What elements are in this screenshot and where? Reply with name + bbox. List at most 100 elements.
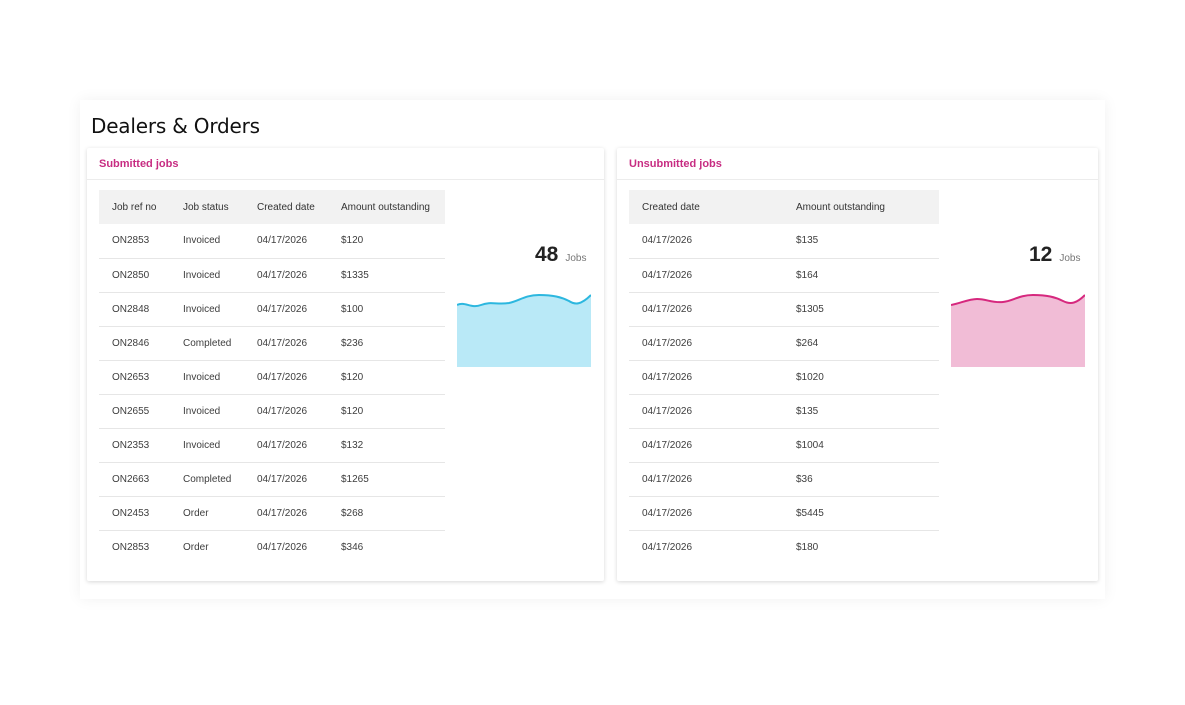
created-date-cell: 04/17/2026 <box>629 428 783 463</box>
amount-cell: $120 <box>328 360 445 395</box>
table-row[interactable]: ON2850 Invoiced 04/17/2026 $1335 <box>99 258 445 293</box>
amount-cell: $100 <box>328 292 445 327</box>
amount-cell: $132 <box>328 428 445 463</box>
column-header-job-status[interactable]: Job status <box>170 190 244 224</box>
submitted-count-value: 48 <box>535 243 559 266</box>
amount-cell: $236 <box>328 326 445 361</box>
table-row[interactable]: 04/17/2026 $180 <box>629 530 939 564</box>
submitted-jobs-heading: Submitted jobs <box>87 148 604 180</box>
created-date-cell: 04/17/2026 <box>642 541 693 553</box>
created-date-cell: 04/17/2026 <box>629 394 783 429</box>
job-ref-cell: ON2853 <box>112 541 150 553</box>
amount-cell: $36 <box>783 462 939 497</box>
column-header-created-date[interactable]: Created date <box>629 190 783 224</box>
amount-cell: $164 <box>783 258 939 293</box>
job-status-cell: Order <box>170 496 244 531</box>
job-ref-cell: ON2853 <box>99 224 170 259</box>
table-row[interactable]: ON2353 Invoiced 04/17/2026 $132 <box>99 428 445 463</box>
job-status-cell: Invoiced <box>170 428 244 463</box>
job-ref-cell: ON2846 <box>99 326 170 361</box>
submitted-count-unit: Jobs <box>565 253 587 264</box>
unsubmitted-jobs-card: Unsubmitted jobs Created date Amount out… <box>617 148 1098 581</box>
table-row[interactable]: 04/17/2026 $135 <box>629 224 939 259</box>
job-status-cell: Completed <box>170 462 244 497</box>
created-date-cell: 04/17/2026 <box>629 326 783 361</box>
unsubmitted-jobs-table: Created date Amount outstanding 04/17/20… <box>629 190 939 564</box>
submitted-jobs-card: Submitted jobs Job ref no Job status Cre… <box>87 148 604 581</box>
column-header-created-date[interactable]: Created date <box>244 190 328 224</box>
job-status-cell: Invoiced <box>170 360 244 395</box>
table-row[interactable]: ON2663 Completed 04/17/2026 $1265 <box>99 462 445 497</box>
created-date-cell: 04/17/2026 <box>629 360 783 395</box>
submitted-jobs-rows: ON2853 Invoiced 04/17/2026 $120 ON2850 Invoic… <box>99 224 445 564</box>
created-date-cell: 04/17/2026 <box>629 224 783 259</box>
submitted-sparkline-area <box>457 295 591 367</box>
unsubmitted-jobs-heading: Unsubmitted jobs <box>617 148 1098 180</box>
amount-cell: $264 <box>783 326 939 361</box>
created-date-cell: 04/17/2026 <box>629 258 783 293</box>
submitted-jobs-count: 48 Jobs <box>535 243 586 267</box>
table-row[interactable]: ON2853 Invoiced 04/17/2026 $120 <box>99 224 445 259</box>
amount-cell: $346 <box>341 541 364 553</box>
column-header-amount-outstanding[interactable]: Amount outstanding <box>328 190 445 224</box>
column-header-amount-outstanding[interactable]: Amount outstanding <box>783 190 939 224</box>
unsubmitted-sparkline-area <box>951 295 1085 367</box>
job-ref-cell: ON2850 <box>99 258 170 293</box>
page-title: Dealers & Orders <box>91 114 260 138</box>
amount-cell: $5445 <box>783 496 939 531</box>
table-row[interactable]: 04/17/2026 $36 <box>629 462 939 497</box>
job-status-cell: Invoiced <box>170 224 244 259</box>
job-status-cell: Invoiced <box>170 258 244 293</box>
amount-cell: $180 <box>796 541 819 553</box>
created-date-cell: 04/17/2026 <box>244 224 328 259</box>
table-row[interactable]: 04/17/2026 $5445 <box>629 496 939 531</box>
job-ref-cell: ON2848 <box>99 292 170 327</box>
amount-cell: $135 <box>783 394 939 429</box>
created-date-cell: 04/17/2026 <box>244 496 328 531</box>
amount-cell: $1004 <box>783 428 939 463</box>
submitted-jobs-table: Job ref no Job status Created date Amoun… <box>99 190 445 564</box>
created-date-cell: 04/17/2026 <box>244 292 328 327</box>
job-status-cell: Invoiced <box>170 292 244 327</box>
job-status-cell: Order <box>183 541 209 553</box>
table-row[interactable]: ON2453 Order 04/17/2026 $268 <box>99 496 445 531</box>
submitted-sparkline-line <box>457 293 591 308</box>
amount-cell: $135 <box>783 224 939 259</box>
table-row[interactable]: ON2653 Invoiced 04/17/2026 $120 <box>99 360 445 395</box>
created-date-cell: 04/17/2026 <box>244 326 328 361</box>
table-header-row: Job ref no Job status Created date Amoun… <box>99 190 445 224</box>
table-row[interactable]: 04/17/2026 $135 <box>629 394 939 429</box>
amount-cell: $120 <box>328 394 445 429</box>
table-row[interactable]: 04/17/2026 $264 <box>629 326 939 361</box>
table-row[interactable]: 04/17/2026 $1305 <box>629 292 939 327</box>
table-row[interactable]: 04/17/2026 $164 <box>629 258 939 293</box>
created-date-cell: 04/17/2026 <box>244 462 328 497</box>
unsubmitted-jobs-rows: 04/17/2026 $135 04/17/2026 $164 04/17/2026 $1… <box>629 224 939 564</box>
job-ref-cell: ON2453 <box>99 496 170 531</box>
amount-cell: $120 <box>328 224 445 259</box>
table-header-row: Created date Amount outstanding <box>629 190 939 224</box>
job-ref-cell: ON2653 <box>99 360 170 395</box>
column-header-job-ref[interactable]: Job ref no <box>99 190 170 224</box>
table-row[interactable]: ON2655 Invoiced 04/17/2026 $120 <box>99 394 445 429</box>
created-date-cell: 04/17/2026 <box>244 258 328 293</box>
amount-cell: $1335 <box>328 258 445 293</box>
dealers-orders-panel: Dealers & Orders Submitted jobs Job ref … <box>80 100 1105 599</box>
job-ref-cell: ON2663 <box>99 462 170 497</box>
created-date-cell: 04/17/2026 <box>244 394 328 429</box>
job-status-cell: Completed <box>170 326 244 361</box>
amount-cell: $268 <box>328 496 445 531</box>
unsubmitted-jobs-count: 12 Jobs <box>1029 243 1080 267</box>
unsubmitted-sparkline-line <box>951 293 1085 306</box>
created-date-cell: 04/17/2026 <box>257 541 308 553</box>
job-ref-cell: ON2353 <box>99 428 170 463</box>
table-row[interactable]: ON2853 Order 04/17/2026 $346 <box>99 530 445 564</box>
table-row[interactable]: 04/17/2026 $1020 <box>629 360 939 395</box>
table-row[interactable]: ON2846 Completed 04/17/2026 $236 <box>99 326 445 361</box>
job-status-cell: Invoiced <box>170 394 244 429</box>
created-date-cell: 04/17/2026 <box>244 360 328 395</box>
created-date-cell: 04/17/2026 <box>629 292 783 327</box>
table-row[interactable]: 04/17/2026 $1004 <box>629 428 939 463</box>
amount-cell: $1305 <box>783 292 939 327</box>
table-row[interactable]: ON2848 Invoiced 04/17/2026 $100 <box>99 292 445 327</box>
